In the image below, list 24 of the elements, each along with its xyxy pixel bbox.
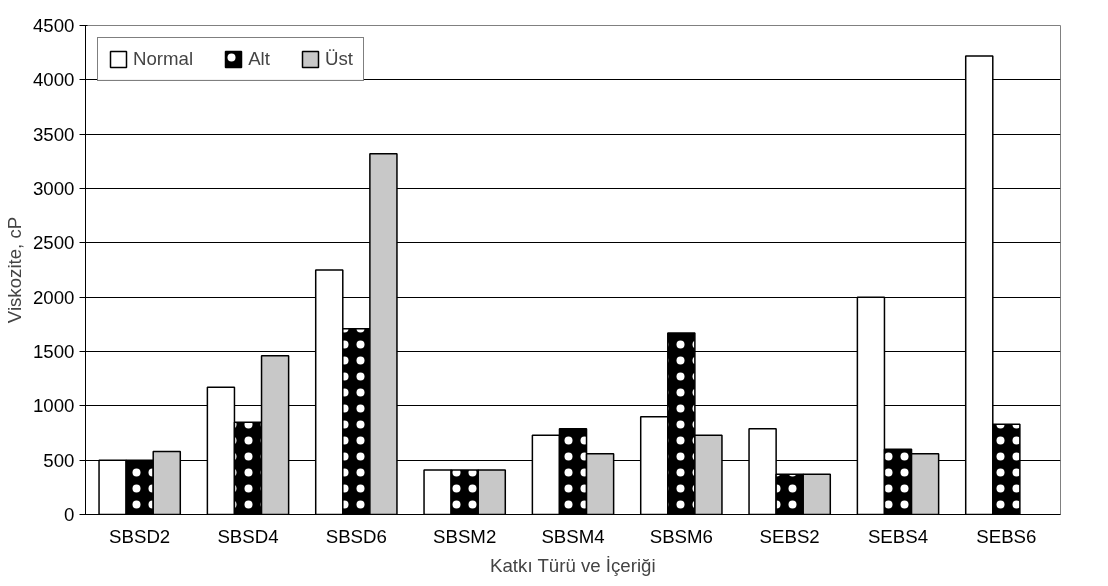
legend-label: Normal [133, 48, 194, 70]
y-tick-label: 1000 [33, 395, 75, 417]
x-tick-label: SBSM2 [433, 525, 497, 547]
x-tick-label: SBSD6 [325, 525, 387, 547]
y-axis-title: Viskozite, cP [4, 216, 25, 324]
y-tick-label: 2000 [33, 286, 75, 308]
x-tick-label: SEBS4 [867, 525, 929, 547]
y-tick-label: 4500 [33, 15, 75, 36]
x-tick-label: SBSM4 [541, 525, 605, 547]
y-tick-label: 0 [64, 504, 75, 525]
y-tick-label: 1500 [33, 341, 75, 362]
x-axis-title: Katkı Türü ve İçeriği [490, 554, 656, 576]
x-tick-label: SBSD2 [109, 525, 171, 547]
x-tick-label: SEBS6 [976, 525, 1037, 547]
legend-label: Alt [248, 48, 270, 70]
y-tick-label: 2500 [33, 232, 75, 254]
y-tick-label: 500 [43, 449, 75, 471]
x-tick-label: SBSD4 [217, 525, 279, 547]
legend-label: Üst [324, 48, 353, 70]
x-tick-label: SBSM6 [649, 525, 713, 547]
x-tick-label: SEBS2 [759, 525, 820, 547]
y-tick-label: 4000 [33, 69, 75, 91]
y-tick-label: 3500 [33, 123, 75, 145]
y-tick-label: 3000 [33, 178, 75, 199]
